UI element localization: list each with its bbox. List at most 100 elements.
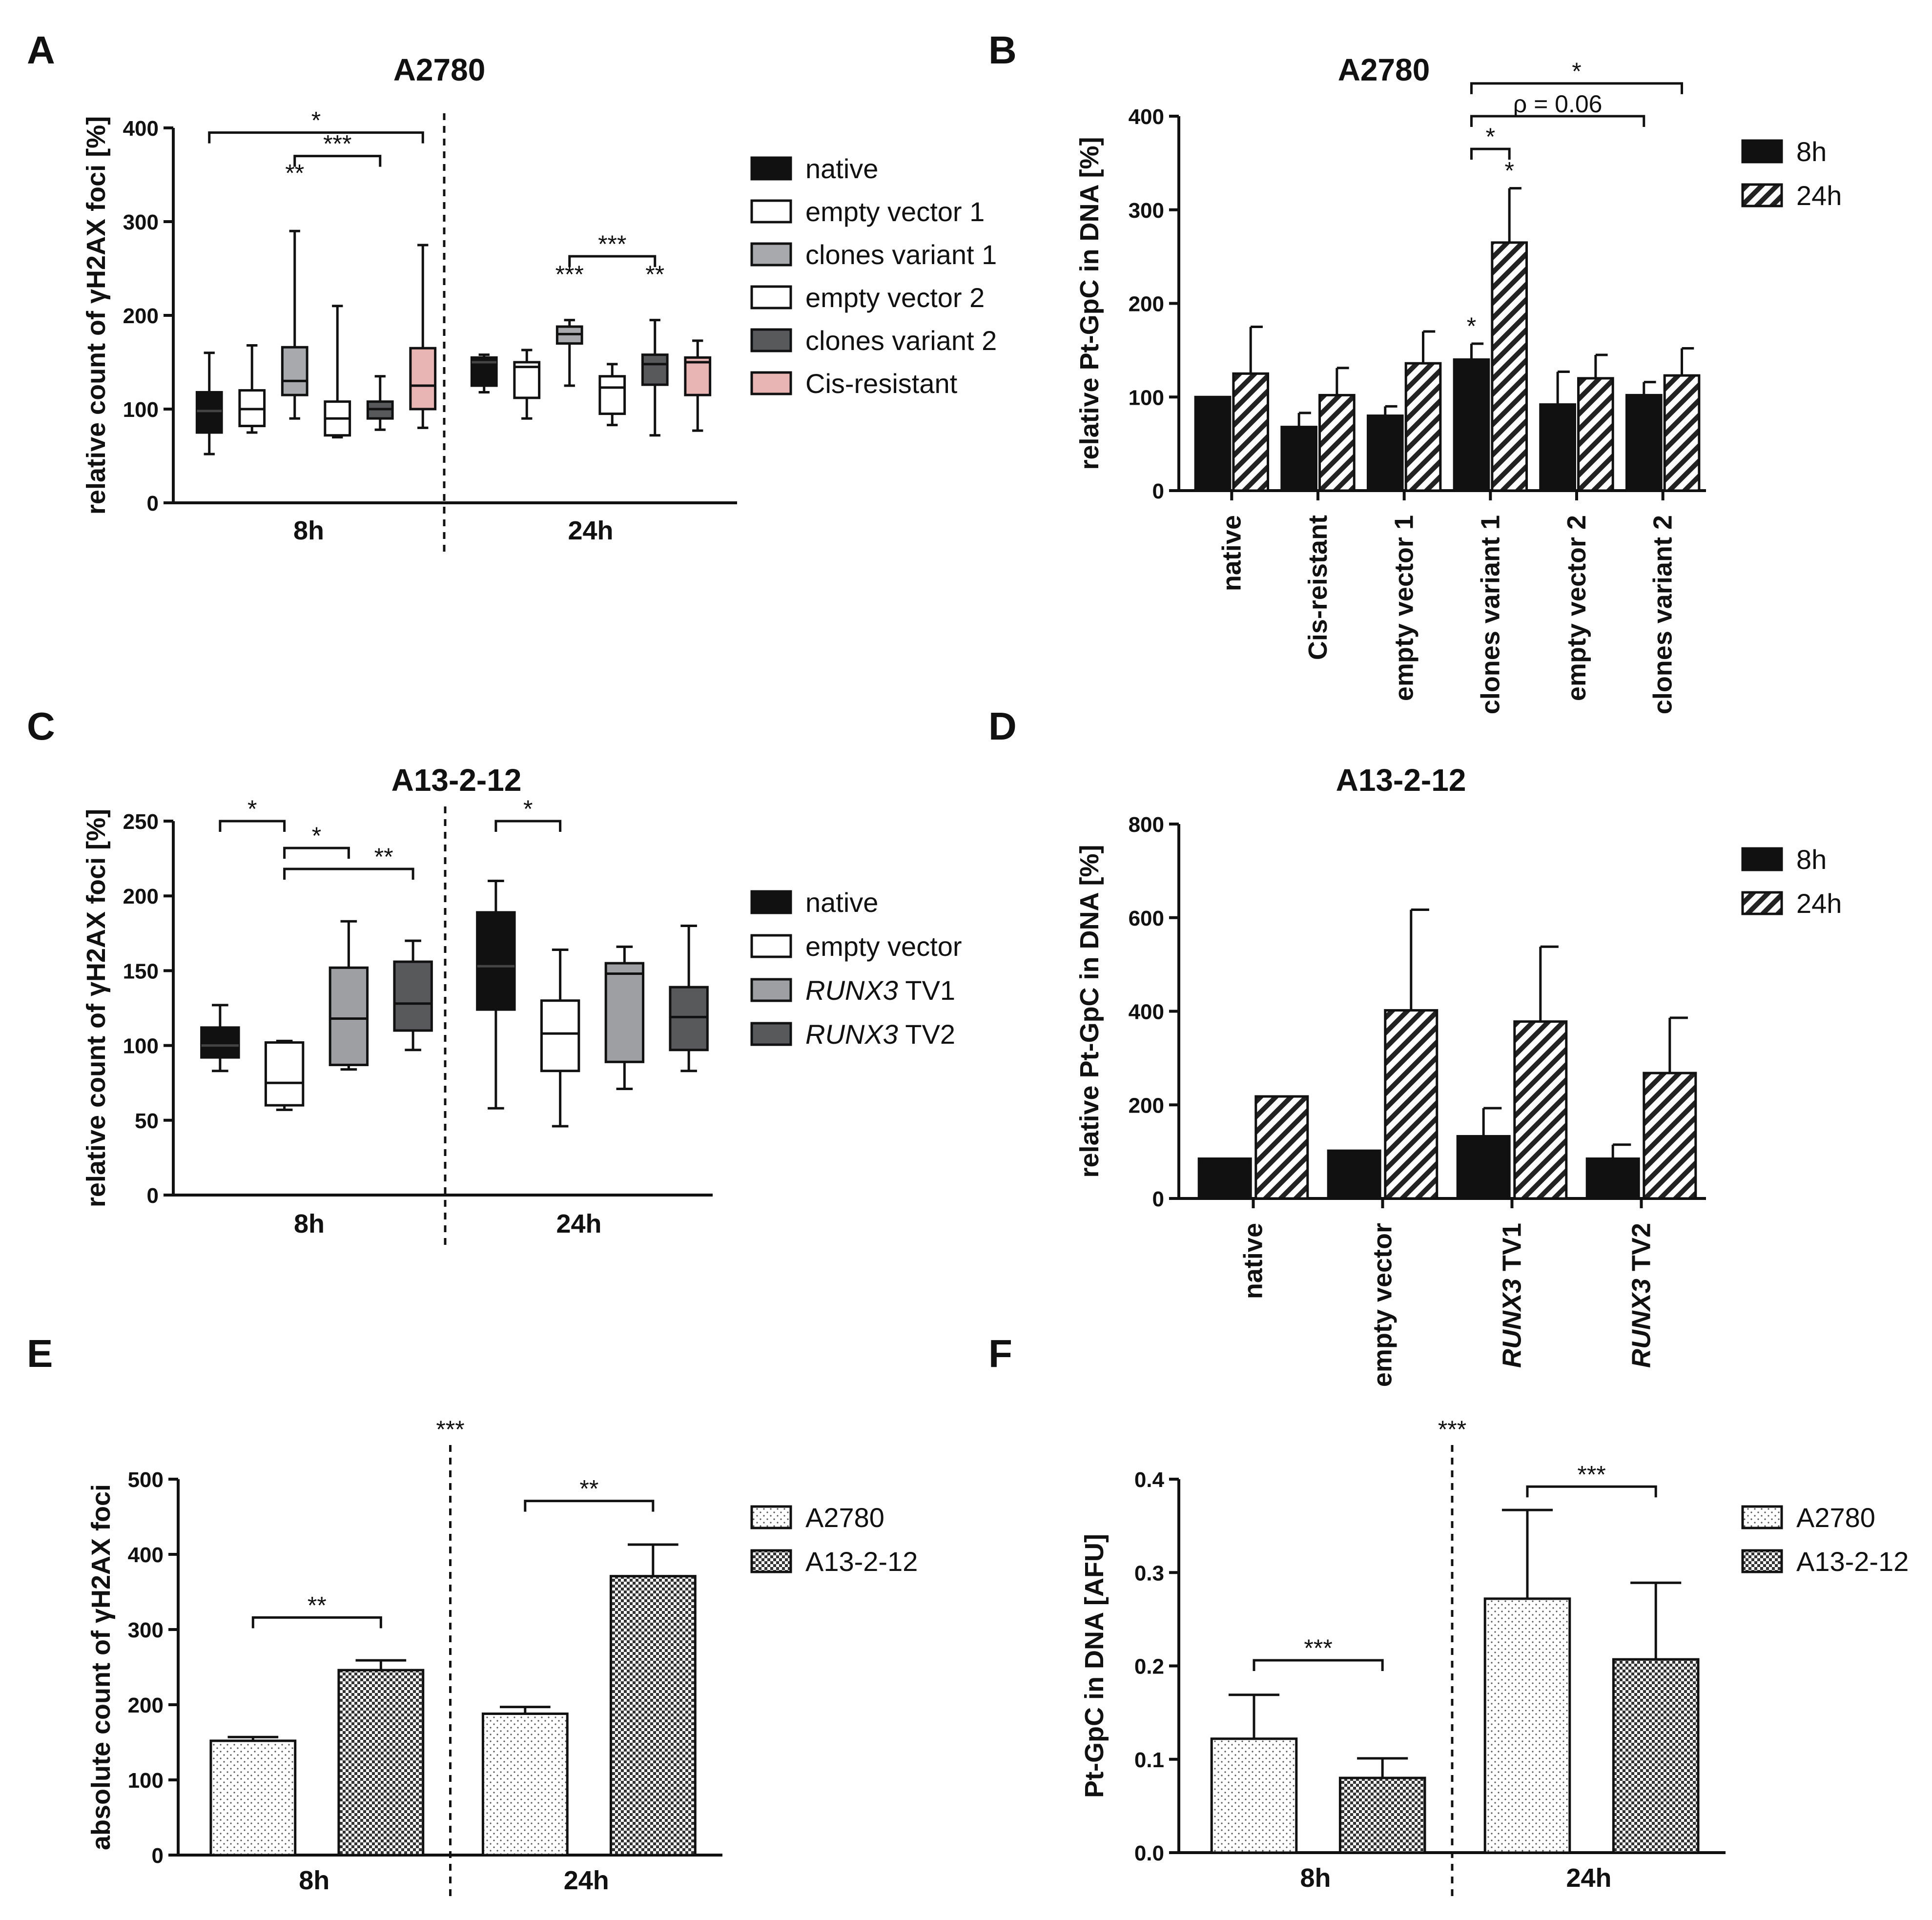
legend-swatch [750,371,792,395]
significance-bracket [1470,147,1511,160]
x-tick-label: empty vector 2 [1562,515,1591,701]
panel-e-chart: 0 100 200 300 400 500 absolute count of γH2AX … [86,1416,918,1899]
significance-bracket [524,1500,655,1512]
group-label: 24h [564,1866,609,1895]
bar [1338,1776,1426,1854]
chart-title: A13-2-12 [391,763,522,798]
panel-a-chart: 0 100 200 300 400 A2780 relative count of γH2A… [82,52,997,554]
box-body [329,966,369,1066]
x-tick-label: native [1217,515,1246,591]
y-tick-label: 100 [123,398,159,422]
bar [1197,1157,1252,1200]
box-body [598,375,626,415]
x-tick-label: RUNX3 TV1 [1498,1223,1527,1368]
significance-label: * [1486,123,1495,150]
significance-label: * [1572,58,1581,85]
legend-label: native [805,887,878,918]
significance-label: * [523,795,533,823]
y-tick-label: 0.4 [1134,1468,1165,1492]
legend-label: native [805,153,878,184]
x-tick-label-italic: RUNX3 [1627,1279,1656,1368]
y-tick-label: 150 [123,959,159,983]
box-body [684,356,712,396]
x-tick-label-rest: TV2 [1627,1223,1656,1279]
significance-star: * [1504,157,1514,184]
significance-bracket [568,255,657,268]
bar [1513,1020,1568,1200]
y-axis-label: Pt-GpC in DNA [AFU] [1080,1534,1109,1798]
bar [481,1712,569,1857]
group-label: 8h [294,1209,325,1239]
bar [1210,1737,1298,1854]
bar [1643,1072,1697,1200]
y-tick-label: 800 [1129,813,1164,837]
bar [1280,426,1317,492]
y-tick-label: 100 [1129,386,1164,410]
box-body [200,1026,240,1059]
y-tick-label: 250 [123,810,159,834]
legend-swatch [750,199,792,224]
bar [1404,362,1442,492]
y-tick-label: 300 [1129,199,1164,223]
significance-label: *** [323,130,351,158]
y-tick-label: 100 [128,1769,164,1793]
y-tick-label: 0 [1152,1187,1164,1211]
legend-label: empty vector [805,931,962,962]
bar [1232,372,1270,492]
y-tick-label: 0.2 [1134,1655,1164,1679]
significance-label: * [312,822,321,849]
bar [1327,1149,1381,1200]
box-body [669,986,709,1052]
significance-label: * [311,107,321,134]
legend-label: A2780 [805,1502,884,1533]
bar [1577,377,1614,492]
y-tick-label: 200 [128,1693,164,1717]
y-tick-label: 200 [123,304,159,328]
legend-swatch [750,1505,792,1529]
panel-b-chart: 0 100 200 300 400 A2780 relative Pt-GpC in DNA… [1075,52,1842,714]
bar [609,1575,697,1857]
bar [1663,374,1701,492]
y-tick-label: 0 [1152,479,1164,503]
legend-label: A13-2-12 [1796,1546,1909,1577]
bar [1384,1009,1439,1200]
box-body [604,962,645,1063]
y-tick-label: 200 [1129,1094,1164,1117]
legend-swatch [1741,847,1783,871]
significance-bracket [1253,1659,1384,1672]
legend-swatch [1741,183,1783,207]
y-tick-label: 400 [1129,105,1164,129]
significance-bracket [1526,1485,1657,1498]
significance-label: ** [579,1475,598,1503]
legend-label: A2780 [1796,1502,1875,1533]
y-axis-label: relative Pt-GpC in DNA [%] [1075,137,1104,470]
legend-swatch [1741,139,1783,164]
y-tick-label: 0.0 [1134,1841,1164,1865]
legend-label: 24h [1796,888,1842,919]
panel-letter-a: A [27,28,55,72]
legend-label: 24h [1796,180,1842,211]
legend-swatch [750,242,792,267]
bar [1612,1658,1700,1854]
legend-label: empty vector 2 [805,282,985,313]
box-body [540,999,580,1073]
legend-label: A13-2-12 [805,1546,918,1577]
significance-label: * [247,795,257,823]
significance-star: * [1467,312,1476,340]
y-tick-label: 600 [1129,907,1164,930]
box-body [195,391,223,434]
significance-bracket [494,820,562,832]
chart-title: A2780 [1338,52,1430,87]
y-axis-label: relative count of γH2AX foci [%] [82,116,111,515]
significance-bracket [219,820,286,832]
y-tick-label: 200 [123,885,159,908]
box-body [641,353,669,386]
y-tick-label: 400 [1129,1000,1164,1024]
legend-label: RUNX3 TV1 [805,975,955,1006]
bar [1483,1597,1571,1854]
bar [1456,1135,1511,1200]
x-tick-label: Cis-reistant [1303,515,1333,660]
x-tick-label: clones variant 1 [1476,515,1505,714]
bar [1491,241,1528,492]
legend-swatch [750,1549,792,1573]
